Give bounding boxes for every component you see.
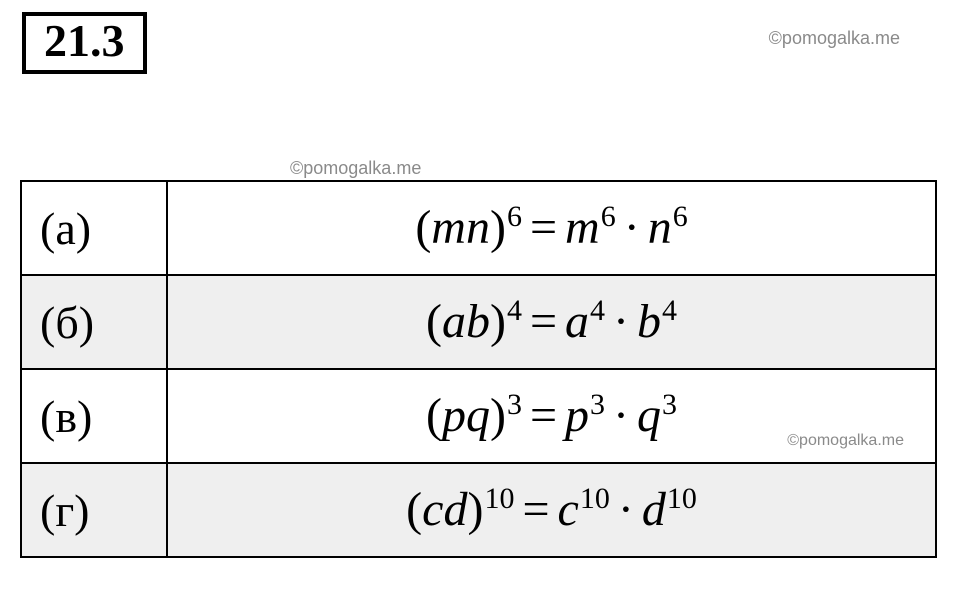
row-expression: (pq)3=p3·q3 [167, 369, 936, 463]
watermark-above-table: ©pomogalka.me [290, 158, 421, 179]
watermark-top-right: ©pomogalka.me [769, 28, 900, 49]
table-row: (а)(mn)6=m6·n6 [21, 181, 936, 275]
row-expression: (cd)10=c10·d10 [167, 463, 936, 557]
table-row: (б)(ab)4=a4·b4 [21, 275, 936, 369]
equations-table: (а)(mn)6=m6·n6(б)(ab)4=a4·b4(в)(pq)3=p3·… [20, 180, 937, 558]
problem-number: 21.3 [44, 15, 125, 66]
row-expression: (mn)6=m6·n6 [167, 181, 936, 275]
row-label: (а) [21, 181, 167, 275]
row-label: (в) [21, 369, 167, 463]
equations-tbody: (а)(mn)6=m6·n6(б)(ab)4=a4·b4(в)(pq)3=p3·… [21, 181, 936, 557]
table-row: (г)(cd)10=c10·d10 [21, 463, 936, 557]
row-expression: (ab)4=a4·b4 [167, 275, 936, 369]
problem-number-box: 21.3 [22, 12, 147, 74]
row-label: (б) [21, 275, 167, 369]
row-label: (г) [21, 463, 167, 557]
table-row: (в)(pq)3=p3·q3 [21, 369, 936, 463]
